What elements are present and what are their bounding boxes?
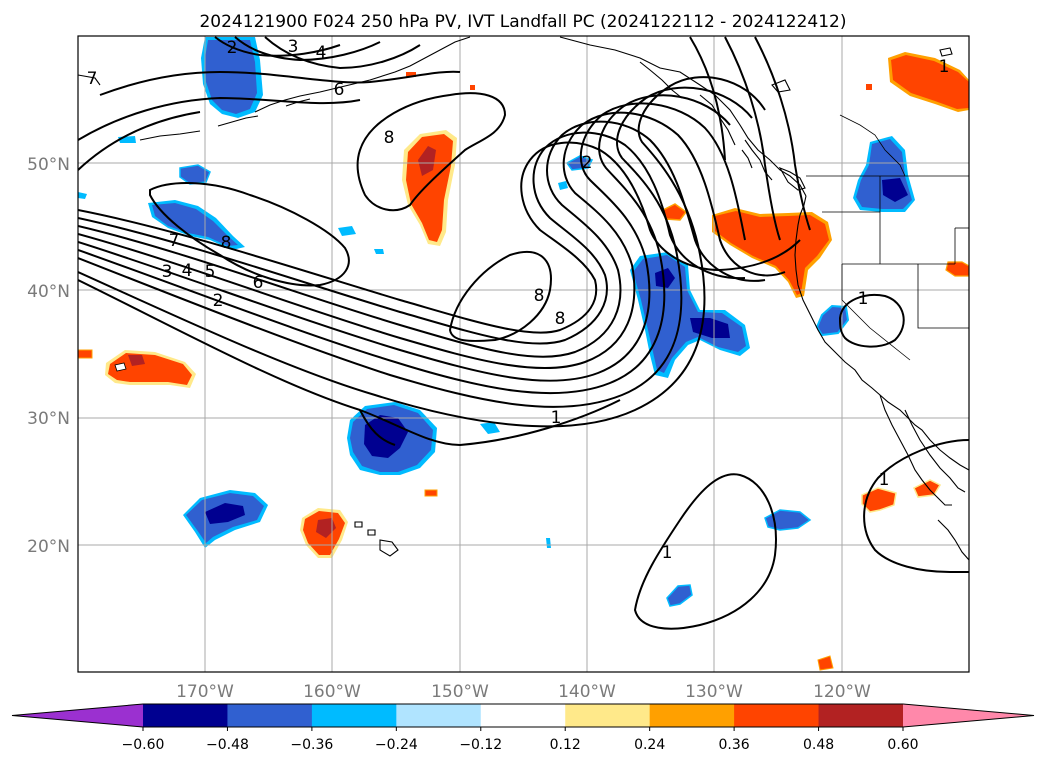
- colorbar-segment: [480, 704, 566, 727]
- pv-region-positive-small-4: [945, 261, 969, 277]
- chart-title: 2024121900 F024 250 hPa PV, IVT Landfall…: [199, 12, 846, 32]
- contour-label: 1: [879, 470, 890, 490]
- pv-region-negative-dateline: [148, 200, 245, 250]
- coastlines: [78, 36, 969, 561]
- contour-label: 4: [316, 43, 327, 63]
- colorbar-tick-label: 0.36: [719, 737, 750, 753]
- contour-label: 6: [253, 273, 264, 293]
- colorbar-tick-labels: −0.60 −0.48 −0.36 −0.24 −0.12 0.12 0.24 0.36 0.4…: [122, 737, 919, 753]
- pv-region-negative-subtropical-east: [764, 509, 812, 531]
- lon-tick-label: 150°W: [431, 682, 489, 702]
- lat-tick-label: 30°N: [27, 409, 70, 429]
- latitude-axis: 50°N 40°N 30°N 20°N: [27, 155, 70, 557]
- contour-label: 3: [288, 37, 299, 57]
- colorbar-extend-max: [903, 704, 1034, 727]
- graticule: [78, 36, 969, 672]
- colorbar-segment: [396, 704, 482, 727]
- lon-tick-label: 130°W: [685, 682, 743, 702]
- colorbar-segment: [818, 704, 904, 727]
- pv-region-negative-small-1: [179, 164, 211, 185]
- contour-label: 8: [384, 128, 395, 148]
- map-frame: [77, 35, 970, 673]
- pv-region-positive-northeast: [888, 52, 969, 112]
- lon-tick-label: 120°W: [813, 682, 871, 702]
- pv-region-negative-interior-west: [853, 136, 915, 212]
- lat-tick-label: 40°N: [27, 282, 70, 302]
- contour-label: 2: [213, 291, 224, 311]
- lon-tick-label: 170°W: [176, 682, 234, 702]
- contour-label: 1: [662, 543, 673, 563]
- colorbar-segment: [227, 704, 313, 727]
- contour-label: 8: [534, 286, 545, 306]
- contour-label: 8: [555, 309, 566, 329]
- colorbar-ticks: [142, 727, 904, 731]
- pv-region-positive-west: [105, 350, 196, 388]
- lon-tick-label: 140°W: [558, 682, 616, 702]
- colorbar-tick-label: 0.60: [887, 737, 918, 753]
- contour-labels: 2 3 4 6 7 8 1 7 8 3 4 5 6 2 8 2 8 1 1 1: [87, 37, 950, 563]
- pv-region-negative-tiny-2: [374, 249, 384, 254]
- pv-region-negative-small-4: [666, 584, 693, 607]
- pv-region-positive-tiny-1: [424, 489, 438, 497]
- pv-region-negative-tiny-1: [338, 226, 356, 236]
- map-panel: 2 3 4 6 7 8 1 7 8 3 4 5 6 2 8 2 8 1 1 1: [77, 35, 970, 673]
- lat-tick-label: 50°N: [27, 155, 70, 175]
- pv-region-positive-small-2: [861, 487, 897, 513]
- pv-region-positive-tiny-2: [817, 655, 834, 671]
- colorbar-segment: [143, 704, 228, 727]
- lat-tick-label: 20°N: [27, 537, 70, 557]
- colorbar-tick-label: −0.24: [375, 737, 418, 753]
- longitude-axis: 170°W 160°W 150°W 140°W 130°W 120°W: [176, 682, 871, 702]
- pv-region-positive-tiny-5: [470, 85, 475, 90]
- ivt-contours: [78, 36, 969, 630]
- pv-region-negative-central-pacific: [347, 402, 437, 475]
- colorbar-segments: [11, 703, 1035, 728]
- colorbar-tick-label: −0.12: [459, 737, 502, 753]
- pv-region-negative-small-3: [558, 181, 568, 190]
- colorbar-segment: [565, 704, 651, 727]
- colorbar-tick-label: −0.36: [290, 737, 333, 753]
- pv-region-positive-tiny-4: [866, 84, 872, 90]
- contour-label: 7: [87, 69, 98, 89]
- contour-label: 6: [334, 80, 345, 100]
- colorbar-tick-label: −0.48: [206, 737, 249, 753]
- colorbar-extend-min: [12, 704, 143, 727]
- political-borders: [806, 114, 969, 361]
- lon-tick-label: 160°W: [303, 682, 361, 702]
- colorbar-tick-label: −0.60: [122, 737, 165, 753]
- colorbar-tick-label: 0.48: [803, 737, 834, 753]
- contour-label: 2: [227, 38, 238, 58]
- contour-label: 8: [221, 233, 232, 253]
- pv-region-positive-north-central: [402, 130, 457, 246]
- pv-region-negative-tiny-5: [78, 192, 87, 199]
- colorbar-segment: [311, 704, 397, 727]
- contour-label: 1: [858, 289, 869, 309]
- pv-region-positive-tiny-3: [78, 349, 93, 359]
- contour-label: 1: [551, 408, 562, 428]
- contour-label: 1: [939, 57, 950, 77]
- contour-label: 4: [182, 261, 193, 281]
- contour-label: 7: [169, 231, 180, 251]
- contour-label: 5: [205, 262, 216, 282]
- colorbar-tick-label: 0.24: [634, 737, 665, 753]
- colorbar-segment: [734, 704, 820, 727]
- colorbar-segment: [649, 704, 735, 727]
- contour-label: 3: [162, 262, 173, 282]
- map-background: [78, 36, 969, 672]
- contour-label: 2: [582, 153, 593, 173]
- colorbar-tick-label: 0.12: [550, 737, 581, 753]
- colorbar: −0.60 −0.48 −0.36 −0.24 −0.12 0.12 0.24 0.36 0.4…: [11, 703, 1035, 753]
- pv-region-negative-tiny-3: [480, 422, 500, 434]
